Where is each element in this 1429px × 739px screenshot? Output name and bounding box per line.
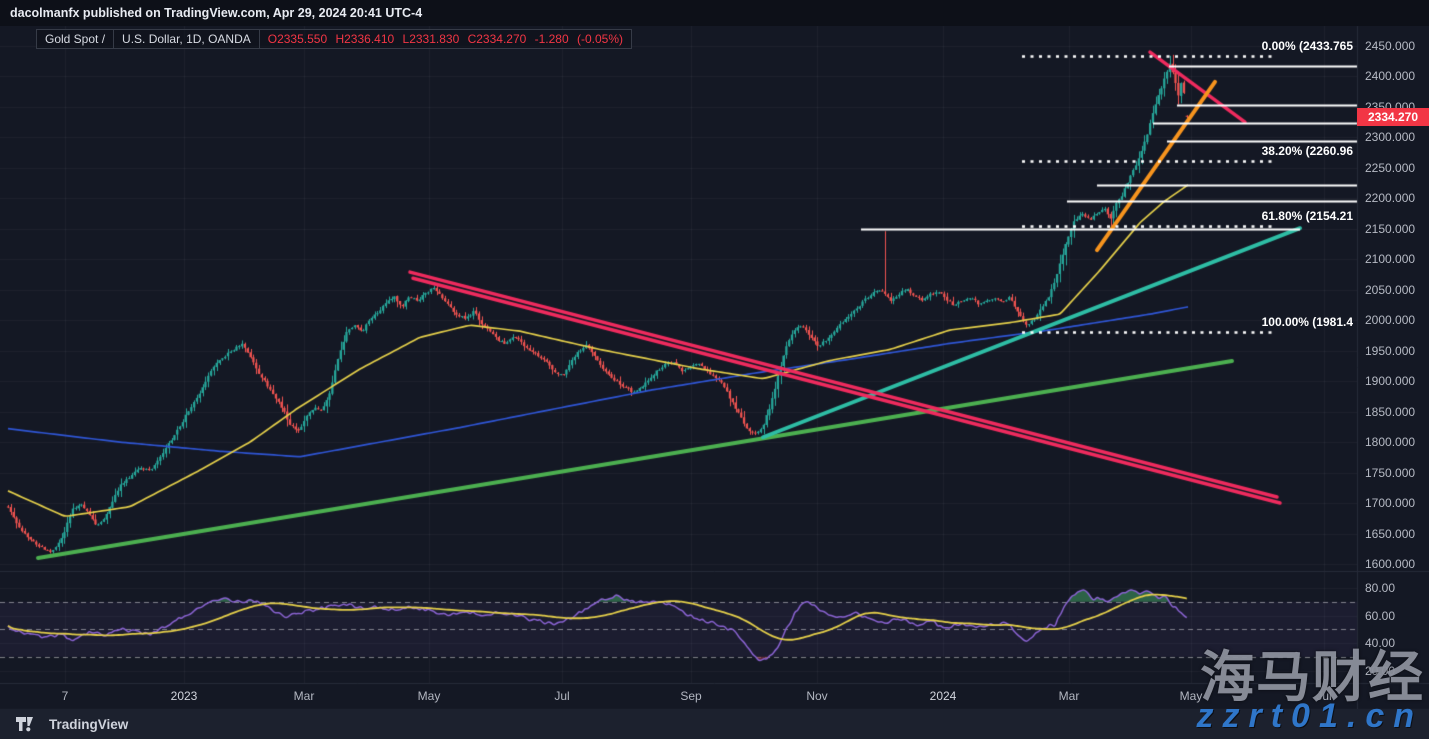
- symbol-legend[interactable]: Gold Spot / U.S. Dollar, 1D, OANDA O2335…: [36, 29, 633, 49]
- rsi-axis-label: 40.00: [1365, 636, 1396, 650]
- branding-bar: TradingView: [0, 709, 1429, 739]
- current-price-tag: 2334.270: [1357, 107, 1429, 126]
- price-axis-label: 1800.000: [1365, 435, 1416, 450]
- price-axis-label: 2100.000: [1365, 252, 1416, 267]
- fib-level-label: 100.00% (1981.4: [1261, 314, 1353, 329]
- price-axis-label: 2000.000: [1365, 313, 1416, 328]
- price-axis-label: 2450.000: [1365, 39, 1416, 53]
- price-axis-label: 1950.000: [1365, 343, 1416, 358]
- time-axis-label: Jul: [1316, 689, 1332, 703]
- price-axis-label: 1900.000: [1365, 374, 1416, 389]
- tradingview-logo-text[interactable]: TradingView: [49, 716, 129, 732]
- rsi-axis-label: 20.00: [1365, 663, 1396, 678]
- time-axis-label: Mar: [1058, 689, 1080, 703]
- price-axis-label: 2400.000: [1365, 69, 1416, 84]
- fib-level-label: 0.00% (2433.765: [1261, 38, 1353, 53]
- time-axis-label: May: [1179, 689, 1203, 703]
- tradingview-logo-icon[interactable]: [16, 716, 41, 732]
- rsi-axis-label: 80.00: [1365, 581, 1396, 595]
- publish-topbar: dacolmanfx published on TradingView.com,…: [0, 0, 1429, 26]
- time-axis-label: 7: [61, 689, 69, 703]
- publish-title: dacolmanfx published on TradingView.com,…: [10, 6, 423, 20]
- price-axis-label: 1850.000: [1365, 404, 1416, 419]
- price-axis-label: 1700.000: [1365, 496, 1416, 511]
- price-axis-label: 1750.000: [1365, 465, 1416, 480]
- watermark-url: zzrt01.cn: [1196, 697, 1423, 735]
- ohlc-values: O2335.550 H2336.410 L2331.830 C2334.270 …: [258, 30, 631, 48]
- price-axis-label: 1600.000: [1365, 557, 1416, 571]
- fib-level-label: 61.80% (2154.21: [1261, 209, 1353, 224]
- price-axis-label: 2300.000: [1365, 130, 1416, 145]
- time-axis-label: 2023: [170, 689, 198, 703]
- watermark-chinese: 海马财经: [1199, 646, 1424, 708]
- price-axis-label: 1650.000: [1365, 526, 1416, 541]
- price-axis-label: 2050.000: [1365, 282, 1416, 297]
- time-axis-label: Nov: [806, 689, 828, 703]
- symbol-name[interactable]: Gold Spot /: [45, 32, 106, 46]
- rsi-axis-label: 60.00: [1365, 608, 1396, 623]
- time-axis-label: Sep: [680, 689, 702, 703]
- time-axis-label: May: [417, 689, 441, 703]
- time-scale[interactable]: [0, 683, 1357, 709]
- time-axis-label: Jul: [554, 689, 570, 703]
- symbol-detail[interactable]: U.S. Dollar, 1D, OANDA: [113, 30, 259, 48]
- fib-level-label: 38.20% (2260.96: [1261, 144, 1353, 159]
- price-axis-label: 2200.000: [1365, 191, 1416, 206]
- price-axis-label: 2150.000: [1365, 221, 1416, 236]
- price-axis-label: 2250.000: [1365, 160, 1416, 175]
- time-axis-label: 2024: [929, 689, 957, 703]
- time-axis-label: Mar: [293, 689, 315, 703]
